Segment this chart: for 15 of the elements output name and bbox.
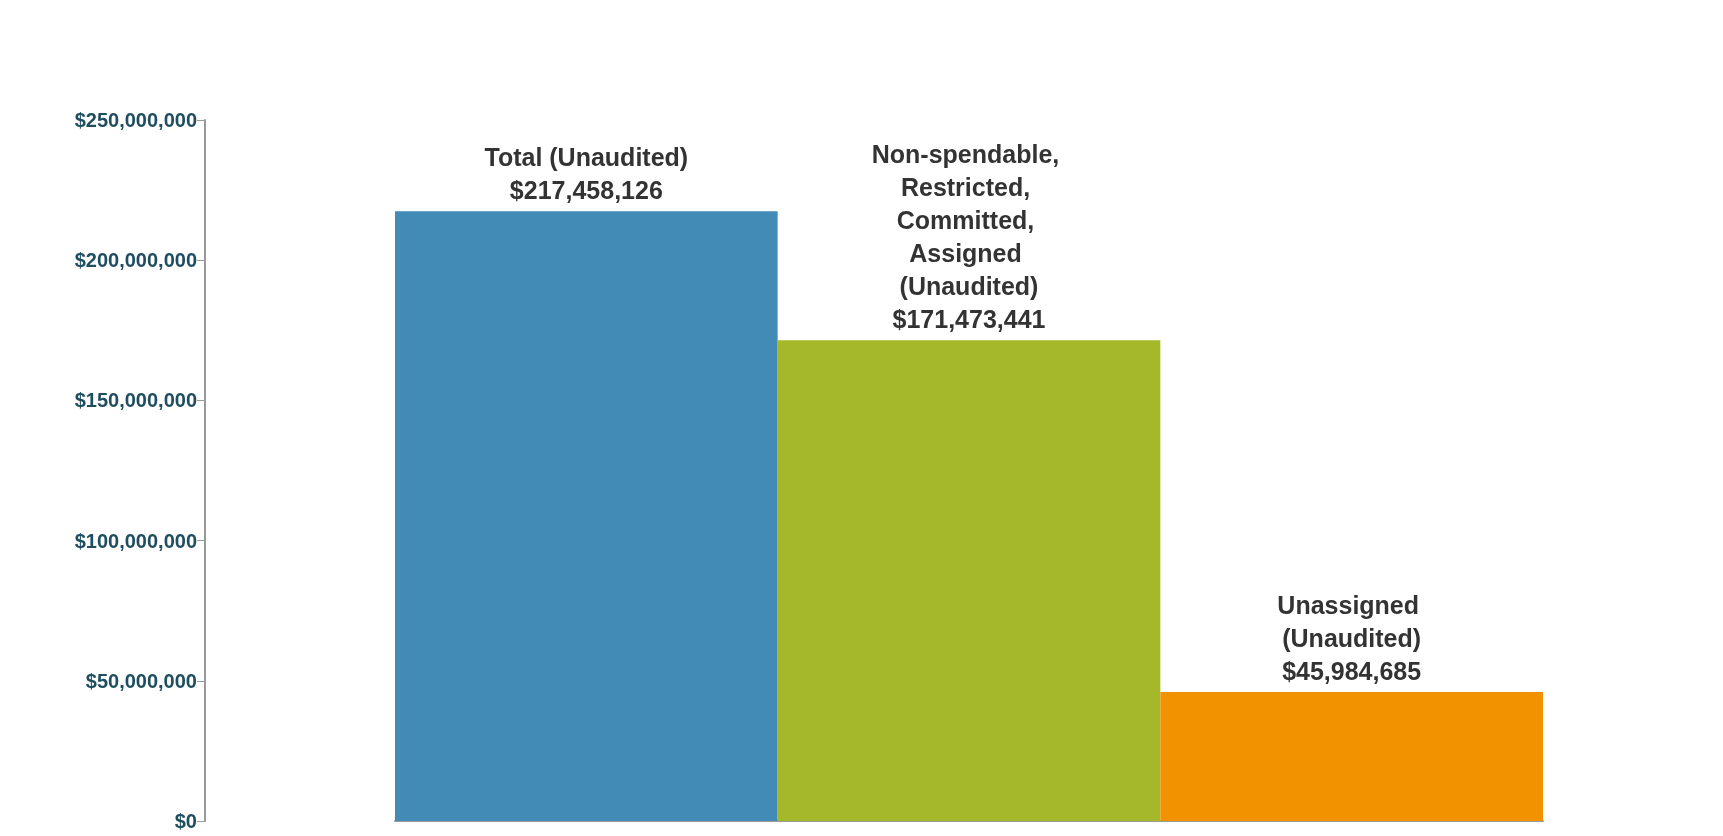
- y-tick-label: $50,000,000: [85, 669, 197, 692]
- x-tick-label: Unassigned (Unaudited): [1277, 590, 1426, 652]
- data-label: $171,473,441: [892, 304, 1046, 333]
- y-tick-label: $0: [174, 810, 197, 832]
- x-tick-label: Non-spendable, Restricted, Committed, Assigned (Unaudited): [871, 139, 1067, 300]
- y-tick-label: $250,000,000: [74, 109, 197, 131]
- bar: [395, 211, 778, 821]
- y-tick-label: $150,000,000: [74, 389, 197, 412]
- data-label: $45,984,685: [1282, 656, 1422, 685]
- bar: [1160, 692, 1543, 821]
- y-tick-label: $200,000,000: [74, 249, 197, 272]
- x-tick-label: Total (Unaudited): [484, 142, 689, 171]
- bar: [777, 340, 1161, 821]
- data-label: $217,458,126: [509, 175, 663, 204]
- y-tick-label: $100,000,000: [74, 529, 197, 552]
